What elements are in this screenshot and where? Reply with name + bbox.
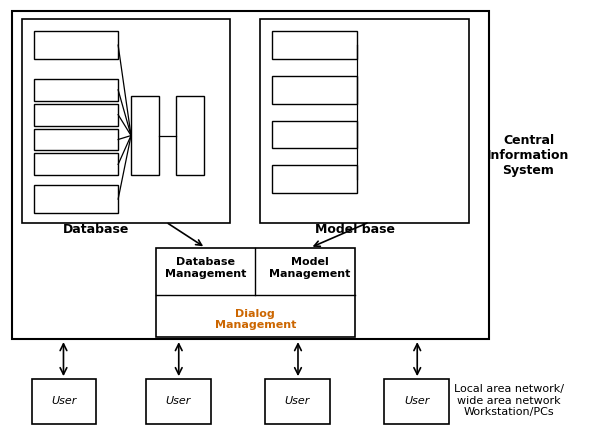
Bar	[34, 185, 118, 213]
Bar	[156, 248, 355, 337]
Bar	[265, 379, 330, 424]
Text: User: User	[52, 396, 76, 406]
Bar	[12, 11, 489, 339]
Bar	[272, 165, 356, 193]
Text: Database: Database	[63, 224, 130, 236]
Text: User: User	[166, 396, 191, 406]
Bar	[272, 31, 356, 59]
Text: Database
Management: Database Management	[165, 257, 246, 279]
Bar	[34, 31, 118, 59]
Bar	[146, 379, 211, 424]
Bar	[260, 19, 469, 223]
Bar	[131, 96, 159, 175]
Bar	[34, 79, 118, 101]
Text: Model
Management: Model Management	[269, 257, 350, 279]
Text: User: User	[285, 396, 310, 406]
Bar	[34, 153, 118, 175]
Text: Central
Information
System: Central Information System	[487, 134, 570, 177]
Bar	[176, 96, 204, 175]
Bar	[272, 121, 356, 149]
Text: User: User	[404, 396, 429, 406]
Bar	[384, 379, 449, 424]
Bar	[272, 76, 356, 104]
Text: Model base: Model base	[314, 224, 395, 236]
Bar	[34, 129, 118, 150]
Text: Dialog
Management: Dialog Management	[214, 309, 296, 330]
Text: Local area network/
wide area network
Workstation/PCs: Local area network/ wide area network Wo…	[453, 384, 564, 418]
Bar	[34, 104, 118, 126]
Bar	[32, 379, 96, 424]
Bar	[22, 19, 230, 223]
